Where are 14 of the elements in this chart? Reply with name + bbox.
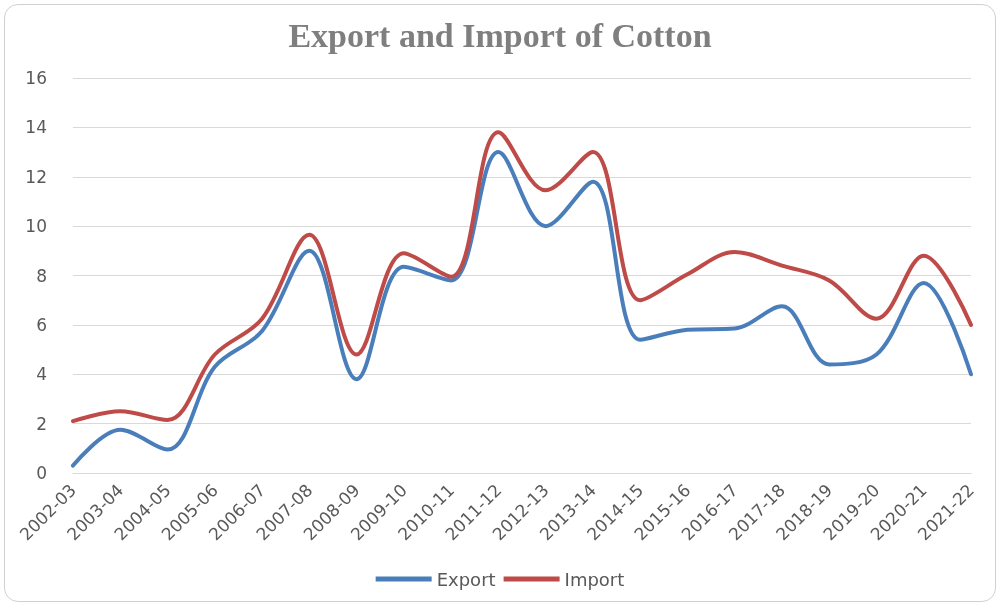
legend-label: Export — [436, 568, 496, 590]
y-tick-label: 6 — [36, 314, 47, 335]
y-tick-label: 2 — [36, 413, 47, 434]
y-tick-label: 0 — [36, 463, 47, 483]
line-series — [71, 150, 973, 468]
y-tick-label: 16 — [25, 68, 47, 88]
y-tick-label: 10 — [25, 216, 47, 237]
y-tick-label: 14 — [25, 117, 47, 138]
y-tick-label: 4 — [36, 364, 47, 385]
chart-title: Export and Import of Cotton — [288, 16, 712, 54]
line-series — [71, 130, 973, 424]
y-tick-label: 12 — [25, 166, 47, 187]
y-tick-label: 8 — [36, 265, 47, 286]
legend-label: Import — [564, 568, 625, 590]
